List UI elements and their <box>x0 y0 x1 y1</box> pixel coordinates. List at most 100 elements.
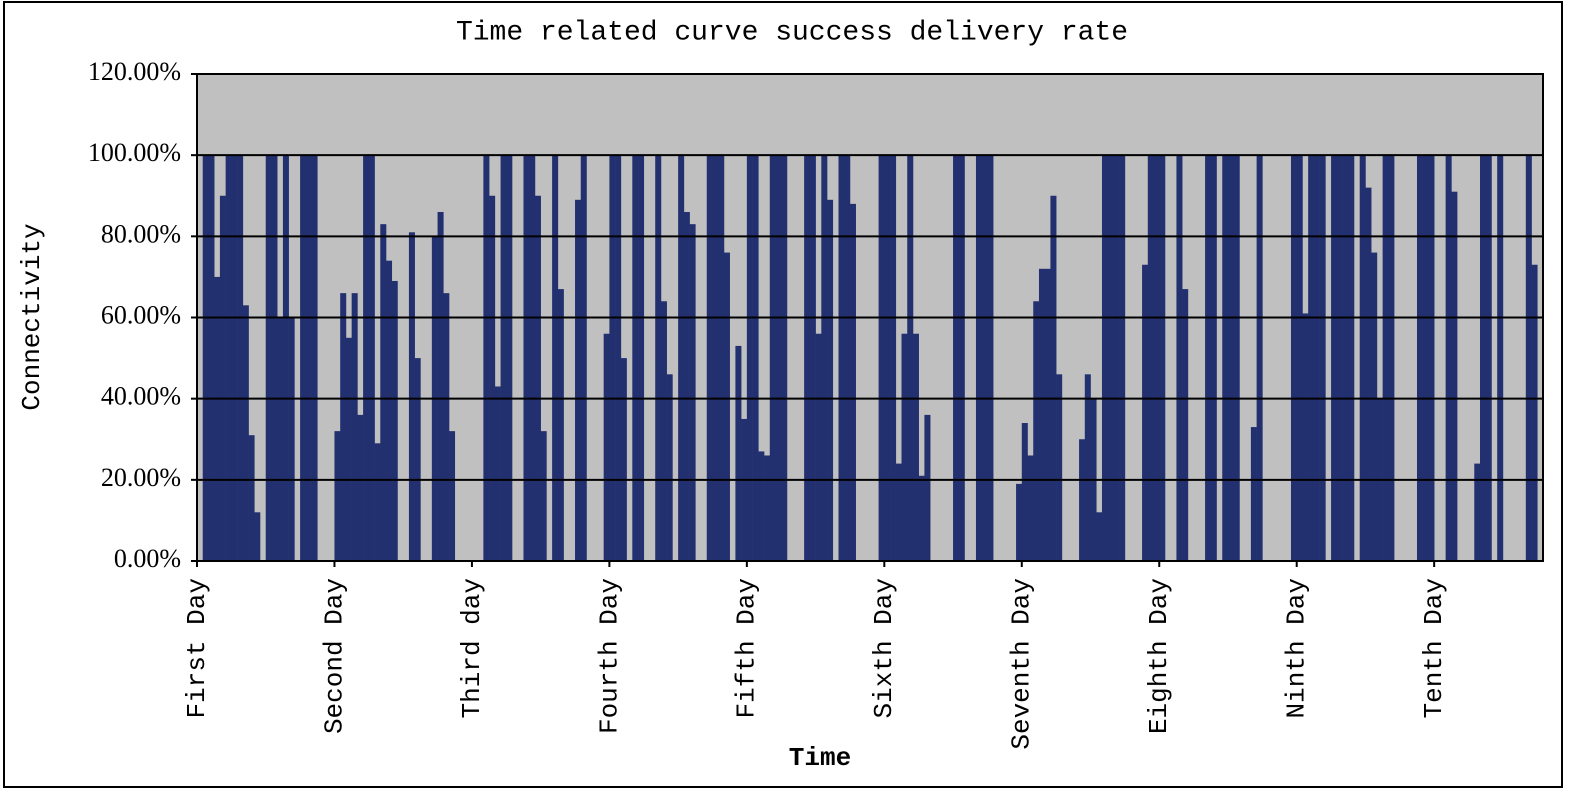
y-tick-label: 60.00% <box>101 300 181 329</box>
bar <box>1084 374 1091 561</box>
y-tick-label: 100.00% <box>88 138 181 167</box>
bar <box>305 155 312 561</box>
y-tick-label: 0.00% <box>114 544 181 573</box>
bar <box>895 463 902 561</box>
bar <box>1021 423 1028 561</box>
bar <box>1359 155 1366 561</box>
bar <box>804 155 811 561</box>
bar <box>443 293 450 561</box>
bar <box>1107 155 1114 561</box>
bar <box>615 155 622 561</box>
bar <box>683 211 690 561</box>
bar <box>552 155 559 561</box>
bar <box>363 155 370 561</box>
bar <box>219 195 226 561</box>
bar <box>603 333 610 561</box>
bar <box>1296 155 1303 561</box>
x-tick-label: Tenth Day <box>1419 578 1449 718</box>
bar <box>1525 155 1532 561</box>
bar <box>483 155 490 561</box>
bar <box>580 155 587 561</box>
bar <box>1479 155 1487 561</box>
bar <box>1210 155 1217 561</box>
bar <box>1371 252 1378 562</box>
bar <box>248 435 255 561</box>
bar <box>1497 155 1504 561</box>
bar <box>288 317 295 561</box>
bar <box>1382 155 1389 561</box>
x-axis-title: Time <box>789 743 851 773</box>
bar <box>437 211 444 561</box>
plot-frame <box>196 73 1544 562</box>
bar <box>1142 264 1149 561</box>
bar <box>254 512 261 561</box>
bar <box>408 232 415 561</box>
bar <box>827 199 834 561</box>
bar <box>368 155 375 561</box>
x-tick-label: First Day <box>182 578 212 718</box>
bar <box>1531 264 1538 561</box>
bar <box>1336 155 1343 561</box>
bar <box>1485 155 1492 561</box>
bar <box>357 414 364 561</box>
bar <box>1027 455 1034 561</box>
bar <box>1227 155 1235 561</box>
bar <box>1474 463 1481 561</box>
bar <box>1119 155 1126 561</box>
bar <box>351 293 358 561</box>
bar <box>300 155 307 561</box>
bar <box>1113 155 1120 561</box>
bar <box>214 276 221 561</box>
bar <box>500 155 507 561</box>
bar <box>277 317 284 561</box>
bar <box>1038 268 1045 561</box>
bar <box>414 358 421 561</box>
bar <box>975 155 982 561</box>
bar <box>271 155 278 561</box>
bar <box>723 252 730 562</box>
bar <box>678 155 685 561</box>
bar <box>1348 155 1355 561</box>
bar <box>609 155 616 561</box>
bar <box>1079 439 1086 561</box>
bar <box>655 155 662 561</box>
bar <box>884 155 891 561</box>
bar <box>924 414 931 561</box>
y-tick-label: 80.00% <box>101 219 181 248</box>
bar <box>809 155 816 561</box>
bar <box>1147 155 1154 561</box>
bar <box>620 358 627 561</box>
bar <box>386 260 393 561</box>
bar <box>758 451 765 561</box>
bar <box>838 155 845 561</box>
x-tick-label: Fifth Day <box>732 578 762 718</box>
bar <box>345 337 352 561</box>
bar <box>1422 155 1429 561</box>
y-axis-title: Connectivity <box>17 223 47 410</box>
bar <box>1451 191 1458 562</box>
bar <box>1445 155 1452 561</box>
bar <box>815 333 822 561</box>
bar <box>1205 155 1212 561</box>
bar <box>718 155 725 561</box>
bar <box>1313 155 1320 561</box>
bar <box>849 203 856 561</box>
bar <box>1016 483 1023 561</box>
bar <box>660 301 667 561</box>
bar <box>1331 155 1338 561</box>
x-tick-label: Second Day <box>319 578 349 734</box>
bar <box>844 155 851 561</box>
bar <box>1233 155 1240 561</box>
bar <box>265 155 272 561</box>
x-tick-label: Ninth Day <box>1282 578 1312 718</box>
bar <box>901 333 908 561</box>
x-tick-label: Eighth Day <box>1144 578 1174 734</box>
bar <box>632 155 639 561</box>
bar <box>878 155 885 561</box>
y-tick-label: 120.00% <box>88 57 181 86</box>
y-tick-label: 40.00% <box>101 382 181 411</box>
chart-title: Time related curve success delivery rate <box>456 17 1128 48</box>
bar <box>689 224 696 562</box>
bar <box>242 305 249 561</box>
bar <box>282 155 289 561</box>
